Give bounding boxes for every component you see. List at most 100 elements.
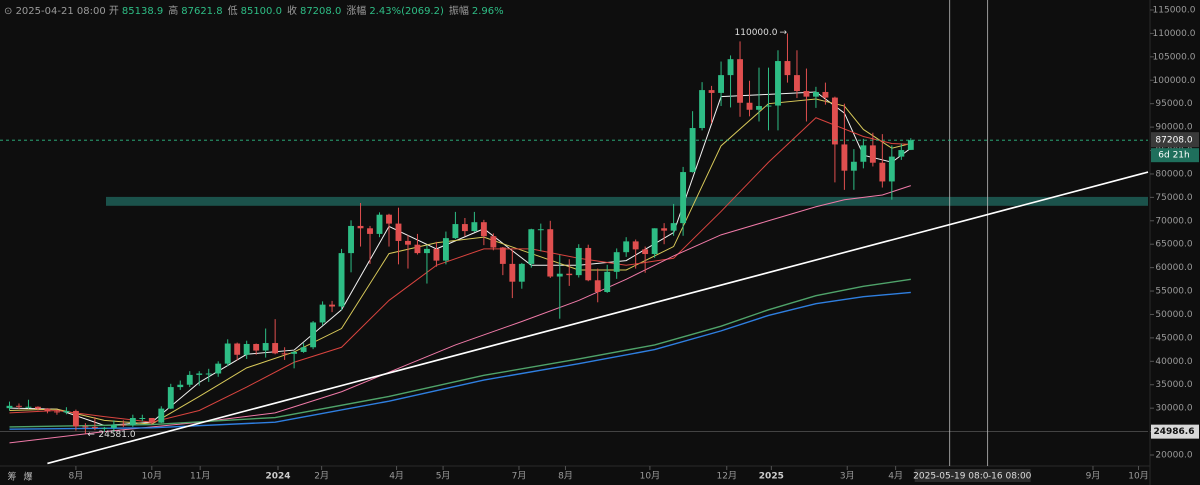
x-tick-label: 11月 xyxy=(190,471,210,482)
x-tick-label: 7月 xyxy=(512,471,527,482)
candle-body xyxy=(775,61,781,106)
candle-body xyxy=(756,106,762,110)
x-tick-label: 2025 xyxy=(759,472,784,482)
candle-body xyxy=(224,343,231,364)
candle-body xyxy=(376,214,383,234)
ohlc-header: ⊙ 2025-04-21 08:00 开 85138.9 高 87621.8 低 8510… xyxy=(4,2,509,17)
header-value: 2.43%(2069.2) xyxy=(369,6,444,17)
toolbar-button: 筹 xyxy=(7,471,16,483)
candle-body xyxy=(405,240,411,245)
candle-body xyxy=(281,353,288,355)
candle-body xyxy=(44,408,51,412)
moving-average xyxy=(9,291,911,430)
candle-body xyxy=(737,59,743,103)
candle-body xyxy=(395,223,402,241)
y-tick-label: 50000.0 xyxy=(1155,310,1192,320)
candle-body xyxy=(556,273,563,277)
candle-body xyxy=(812,91,819,97)
header-label: 高 xyxy=(168,6,179,17)
candle-body xyxy=(537,229,544,231)
header-value: 85100.0 xyxy=(240,6,282,17)
moving-average xyxy=(9,185,911,444)
y-tick-label: 100000.0 xyxy=(1153,76,1196,86)
header-label: 收 xyxy=(286,6,297,17)
candle-body xyxy=(831,97,838,145)
candle-body xyxy=(803,91,810,97)
candle-body xyxy=(727,59,734,76)
candle-body xyxy=(129,417,136,426)
candle-body xyxy=(746,102,753,110)
candle-body xyxy=(841,144,848,171)
candle-body xyxy=(367,228,373,234)
candle-body xyxy=(35,406,41,409)
candle-body xyxy=(338,253,345,307)
candle-body xyxy=(386,214,392,224)
x-tick-label: 9月 xyxy=(1086,471,1101,482)
countdown-label: 6d 21h xyxy=(1158,151,1189,161)
x-tick-label: 10月 xyxy=(142,471,162,482)
candle-body xyxy=(651,228,658,255)
candle-body xyxy=(490,236,497,248)
candle-body xyxy=(253,343,260,351)
moving-average xyxy=(9,117,911,423)
candle-body xyxy=(528,229,535,264)
crosshair-label: -16 08:00 xyxy=(988,472,1032,482)
candle-body xyxy=(442,238,449,261)
header-value: 2.96% xyxy=(471,6,504,17)
candle-body xyxy=(310,322,317,348)
candle-body xyxy=(63,410,70,413)
moving-average xyxy=(9,278,911,428)
candle-body xyxy=(167,387,174,409)
candle-body xyxy=(585,247,592,281)
countdown-box xyxy=(1151,148,1199,163)
high-arrow: → xyxy=(779,28,787,38)
candle-body xyxy=(670,223,677,231)
y-tick-label: 110000.0 xyxy=(1153,29,1196,39)
x-tick-label: 4月 xyxy=(888,471,903,482)
candle-body xyxy=(300,347,307,352)
y-tick-label: 40000.0 xyxy=(1155,357,1192,367)
header-label: 低 xyxy=(227,6,238,17)
candle-body xyxy=(632,241,639,250)
candle-body xyxy=(72,410,79,427)
candle-body xyxy=(471,222,478,232)
crosshair-box xyxy=(914,469,993,482)
crosshair-box xyxy=(988,469,1031,482)
x-tick-label: 10月 xyxy=(1128,471,1148,482)
candle-body xyxy=(689,128,696,173)
candle-body xyxy=(177,384,184,388)
candle-body xyxy=(53,411,60,413)
header-value: 87208.0 xyxy=(299,6,342,17)
y-tick-label: 45000.0 xyxy=(1155,333,1192,343)
y-tick-label: 115000.0 xyxy=(1153,6,1196,16)
candle-body xyxy=(433,248,440,261)
candle-body xyxy=(6,405,13,409)
y-tick-label: 20000.0 xyxy=(1155,451,1192,461)
candle-body xyxy=(860,145,867,162)
candle-body xyxy=(357,225,364,229)
x-tick-label: 5月 xyxy=(436,471,451,482)
y-tick-label: 60000.0 xyxy=(1155,263,1192,273)
candle-body xyxy=(575,247,582,276)
icon: ⊙ xyxy=(4,6,16,17)
y-tick-label: 80000.0 xyxy=(1155,169,1192,179)
candle-body xyxy=(101,427,108,429)
candle-body xyxy=(186,374,193,385)
candle-body xyxy=(120,424,127,426)
candle-body xyxy=(414,244,421,254)
header-label: 振幅 xyxy=(448,6,469,17)
candle-body xyxy=(907,140,914,150)
candle-body xyxy=(642,249,649,255)
datetime: 2025-04-21 08:00 xyxy=(15,6,106,17)
y-tick-label: 55000.0 xyxy=(1155,287,1192,297)
y-tick-label: 70000.0 xyxy=(1155,216,1192,226)
x-tick-label: 8月 xyxy=(558,471,573,482)
candle-body xyxy=(718,75,724,93)
candle-body xyxy=(148,417,155,423)
candle-body xyxy=(680,172,687,224)
candle-body xyxy=(452,224,459,239)
candle-body xyxy=(196,373,203,375)
x-tick-label: 4月 xyxy=(389,471,404,482)
